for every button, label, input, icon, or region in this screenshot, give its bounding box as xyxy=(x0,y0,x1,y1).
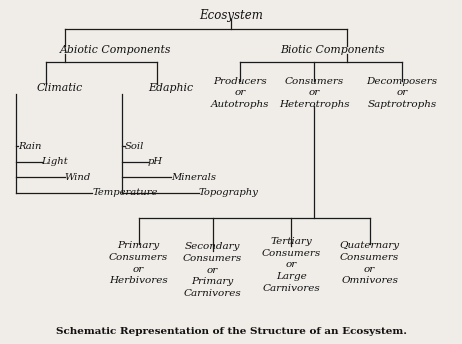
Text: Rain: Rain xyxy=(18,142,42,151)
Text: Producers
or
Autotrophs: Producers or Autotrophs xyxy=(211,77,269,109)
Text: Decomposers
or
Saptrotrophs: Decomposers or Saptrotrophs xyxy=(366,77,438,109)
Text: Topography: Topography xyxy=(199,188,259,197)
Text: Climatic: Climatic xyxy=(37,83,83,93)
Text: Soil: Soil xyxy=(125,142,144,151)
Text: Tertiary
Consumers
or
Large
Carnivores: Tertiary Consumers or Large Carnivores xyxy=(261,237,321,293)
Text: Light: Light xyxy=(42,157,68,166)
Text: Consumers
or
Heterotrophs: Consumers or Heterotrophs xyxy=(279,77,349,109)
Text: Abiotic Components: Abiotic Components xyxy=(60,45,171,55)
Text: Secondary
Consumers
or
Primary
Carnivores: Secondary Consumers or Primary Carnivore… xyxy=(183,242,242,298)
Text: Wind: Wind xyxy=(65,173,91,182)
Text: Minerals: Minerals xyxy=(171,173,216,182)
Text: Edaphic: Edaphic xyxy=(148,83,193,93)
Text: Temperature: Temperature xyxy=(92,188,158,197)
Text: pH: pH xyxy=(148,157,163,166)
Text: Primary
Consumers
or
Herbivores: Primary Consumers or Herbivores xyxy=(109,241,168,286)
Text: Biotic Components: Biotic Components xyxy=(280,45,385,55)
Text: Schematic Representation of the Structure of an Ecosystem.: Schematic Representation of the Structur… xyxy=(55,327,407,336)
Text: Quaternary
Consumers
or
Omnivores: Quaternary Consumers or Omnivores xyxy=(340,241,400,286)
Text: Ecosystem: Ecosystem xyxy=(199,9,263,22)
